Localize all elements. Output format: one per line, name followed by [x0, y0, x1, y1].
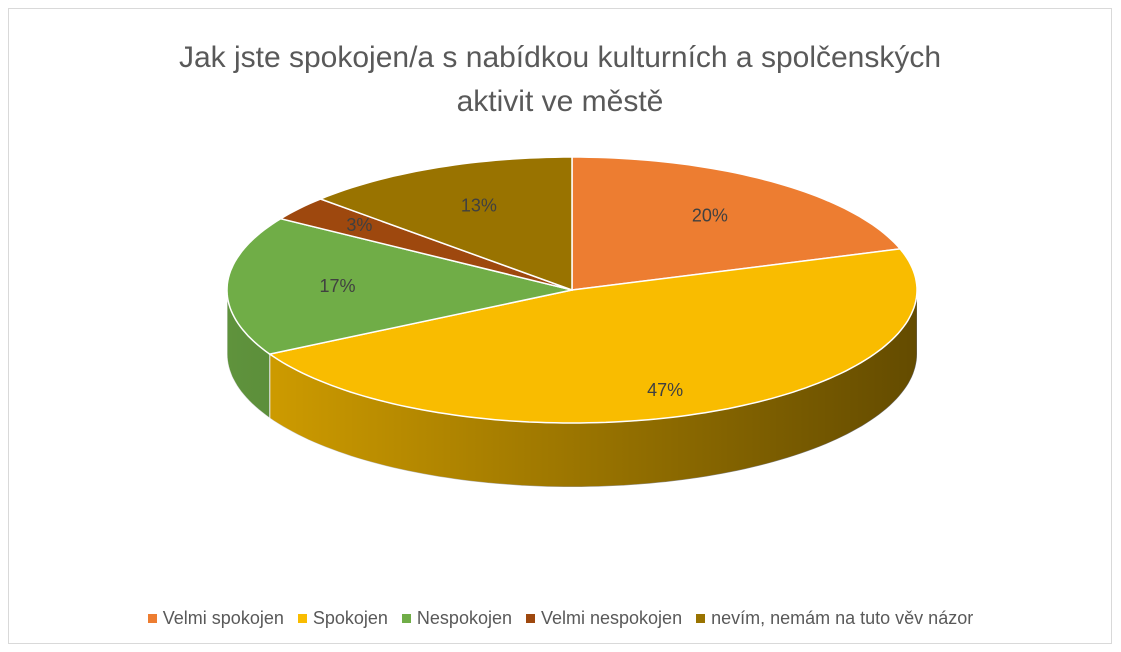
legend-label: nevím, nemám na tuto věv názor — [711, 608, 974, 628]
legend-item: Velmi spokojen — [147, 608, 284, 629]
legend-swatch — [401, 614, 411, 623]
legend-swatch — [525, 614, 535, 623]
legend-item: Nespokojen — [401, 608, 512, 629]
data-label: 17% — [320, 276, 356, 296]
pie-slice — [267, 248, 918, 424]
data-label: 20% — [692, 206, 728, 226]
data-label: 13% — [461, 196, 497, 216]
pie-slice — [226, 217, 573, 355]
legend-swatch — [696, 614, 706, 623]
legend-item: Spokojen — [297, 608, 388, 629]
legend-swatch — [147, 614, 157, 623]
data-label: 47% — [647, 380, 683, 400]
pie-slice — [571, 156, 902, 291]
pie-slice — [278, 198, 573, 291]
chart-title: Jak jste spokojen/a s nabídkou kulturníc… — [178, 41, 942, 118]
legend-swatch — [297, 614, 307, 623]
pie-slice — [318, 156, 573, 292]
legend-label: Velmi nespokojen — [540, 608, 683, 628]
data-label: 3% — [346, 215, 372, 235]
legend-label: Spokojen — [312, 608, 388, 628]
legend-label: Nespokojen — [416, 608, 512, 628]
legend: Velmi spokojen Spokojen Nespokojen Velmi ne… — [0, 608, 1121, 629]
legend-label: Velmi spokojen — [162, 608, 284, 628]
chart-frame — [8, 8, 1112, 644]
legend-item: nevím, nemám na tuto věv názor — [696, 608, 973, 629]
legend-item: Velmi nespokojen — [525, 608, 683, 629]
